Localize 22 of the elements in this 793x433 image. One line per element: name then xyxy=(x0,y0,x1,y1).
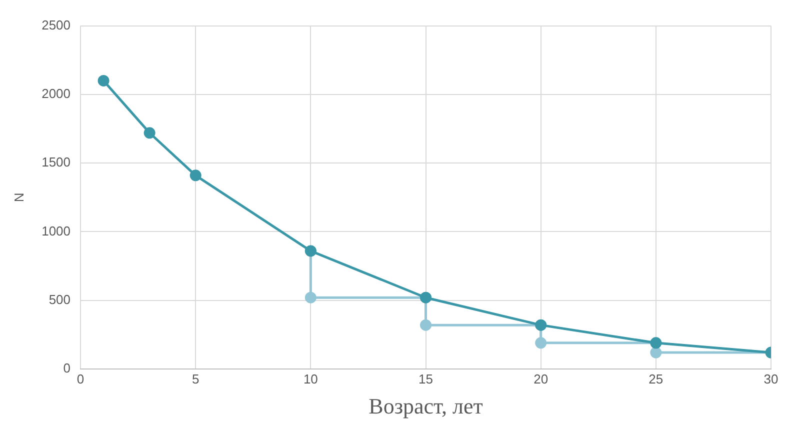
x-tick-label: 10 xyxy=(303,371,318,386)
y-tick-label: 1000 xyxy=(42,223,71,238)
point xyxy=(535,337,547,349)
y-tick-label: 0 xyxy=(63,360,71,376)
point xyxy=(144,127,156,139)
point xyxy=(420,319,432,331)
x-tick-label: 25 xyxy=(648,371,664,386)
y-tick-label: 2500 xyxy=(42,17,71,32)
x-tick-label: 20 xyxy=(534,371,548,386)
x-axis-title: Возраст, лет xyxy=(368,394,484,419)
x-tick-label: 5 xyxy=(192,371,200,386)
x-tick-label: 30 xyxy=(764,371,778,386)
point xyxy=(98,74,110,86)
y-tick-label: 500 xyxy=(48,292,71,307)
x-tick-label: 0 xyxy=(76,371,84,386)
x-tick-label: 15 xyxy=(418,371,433,386)
point xyxy=(650,346,662,358)
y-tick-label: 1500 xyxy=(42,154,71,170)
y-axis-title: N xyxy=(11,192,26,202)
point xyxy=(304,292,316,304)
point xyxy=(190,170,202,182)
y-tick-label: 2000 xyxy=(42,86,71,102)
